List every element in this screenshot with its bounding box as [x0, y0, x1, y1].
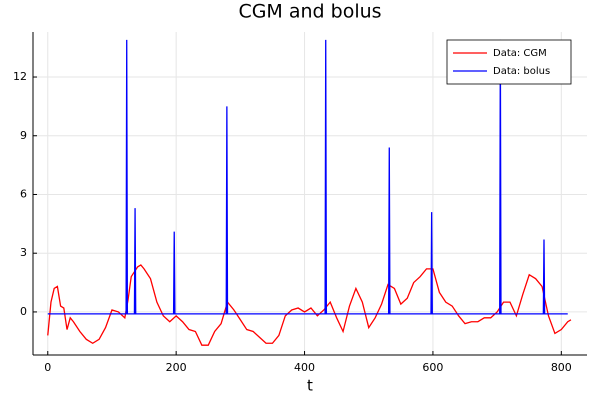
legend-label: Data: bolus [493, 66, 550, 77]
x-tick-label: 600 [422, 361, 443, 374]
x-tick-label: 400 [294, 361, 315, 374]
y-tick-label: 0 [20, 305, 27, 318]
y-tick-label: 12 [13, 70, 27, 83]
x-tick-label: 800 [551, 361, 572, 374]
series-line [47, 39, 568, 315]
y-tick-label: 6 [20, 187, 27, 200]
series-line [47, 264, 572, 346]
legend-box [446, 39, 572, 85]
x-axis-label: t [307, 377, 313, 395]
y-tick-label: 3 [20, 246, 27, 259]
chart-title: CGM and bolus [238, 1, 381, 23]
x-tick-label: 0 [44, 361, 51, 374]
x-tick-label: 200 [166, 361, 187, 374]
legend-label: Data: CGM [493, 48, 547, 59]
y-tick-label: 9 [20, 129, 27, 142]
